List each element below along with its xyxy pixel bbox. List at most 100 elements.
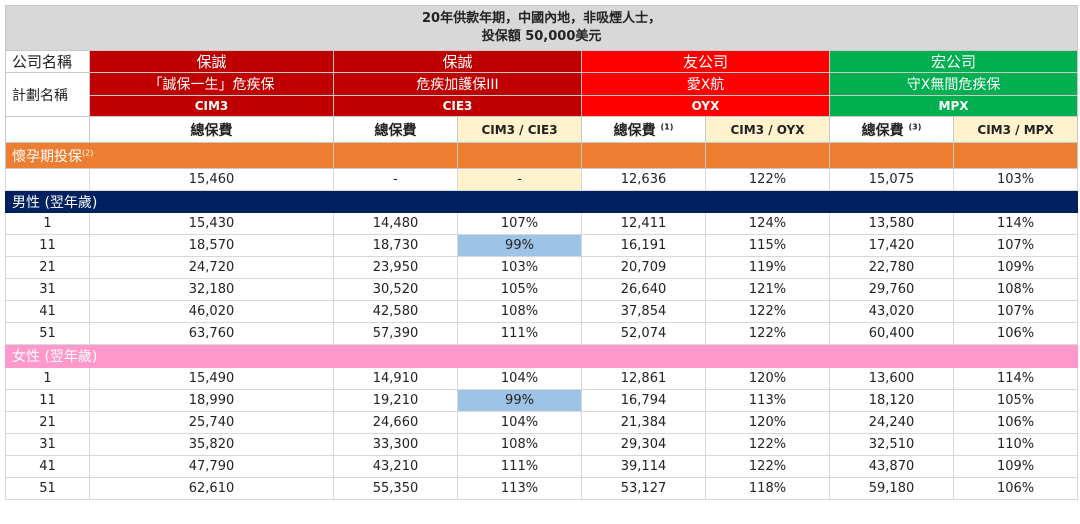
section-female-label: 女性 (翌年歲) xyxy=(4,344,1079,368)
table-row: 21 24,720 23,950 103% 20,709 119% 22,780 109% xyxy=(5,256,1079,279)
cell-premium-cie3: 43,210 xyxy=(333,455,458,478)
cell-premium-mpx: 29,760 xyxy=(829,278,954,301)
cell-ratio-oyx: 119% xyxy=(705,256,830,279)
cell-age: 51 xyxy=(5,322,90,345)
cell-premium-mpx: 59,180 xyxy=(829,477,954,500)
plan-code-oyx: OYX xyxy=(581,95,830,117)
table-row: 31 35,820 33,300 108% 29,304 122% 32,510 110% xyxy=(5,433,1079,456)
cell-premium-oyx: 12,861 xyxy=(581,367,706,390)
cell-premium-cim3: 18,990 xyxy=(89,389,334,412)
cell-ratio-mpx: 106% xyxy=(952,411,1079,434)
cell-premium-cim3: 62,610 xyxy=(89,477,334,500)
premium-comparison-table: 20年供款年期，中國內地，非吸煙人士， 投保額 50,000美元 公司名稱 保誠… xyxy=(4,5,1079,500)
column-header-row: 總保費 總保費 CIM3 / CIE3 總保費 (1) CIM3 / OYX 總… xyxy=(5,116,1079,143)
plan-name-oyx: 愛X航 xyxy=(581,72,830,96)
plan-code-cie3: CIE3 xyxy=(333,95,582,117)
table-row: 1 15,490 14,910 104% 12,861 120% 13,600 114% xyxy=(5,367,1079,390)
title-row: 20年供款年期，中國內地，非吸煙人士， 投保額 50,000美元 xyxy=(4,5,1079,51)
table-row: 41 47,790 43,210 111% 39,114 122% 43,870 109% xyxy=(5,455,1079,478)
cell-premium-mpx: 24,240 xyxy=(829,411,954,434)
section-pregnancy: 懷孕期投保(2) xyxy=(5,142,1079,169)
cell-premium-cie3: 14,910 xyxy=(333,367,458,390)
table-row: 41 46,020 42,580 108% 37,854 122% 43,020 107% xyxy=(5,300,1079,323)
cell-premium-mpx: 15,075 xyxy=(829,168,954,191)
cell-premium-oyx: 12,636 xyxy=(581,168,706,191)
cell-premium-oyx: 16,191 xyxy=(581,234,706,257)
company-name-oyx: 友公司 xyxy=(581,50,830,73)
cell-ratio-mpx: 107% xyxy=(952,234,1079,257)
cell-age xyxy=(5,168,90,191)
cell-ratio-cie3: 104% xyxy=(457,367,582,390)
table-row: 1 15,430 14,480 107% 12,411 124% 13,580 114% xyxy=(5,212,1079,235)
cell-age: 31 xyxy=(5,278,90,301)
cell-ratio-oyx: 121% xyxy=(705,278,830,301)
cell-premium-oyx: 12,411 xyxy=(581,212,706,235)
cell-ratio-cie3: 111% xyxy=(457,455,582,478)
cell-premium-cim3: 47,790 xyxy=(89,455,334,478)
cell-ratio-cie3: 108% xyxy=(457,300,582,323)
cell-premium-cim3: 15,430 xyxy=(89,212,334,235)
cell-ratio-cie3: 99% xyxy=(457,234,582,257)
table-row: 11 18,990 19,210 99% 16,794 113% 18,120 105% xyxy=(5,389,1079,412)
cell-premium-oyx: 21,384 xyxy=(581,411,706,434)
cell-age: 51 xyxy=(5,477,90,500)
plan-code-row: CIM3 CIE3 OYX MPX xyxy=(6,95,1079,117)
plan-name-cim3: 「誠保一生」危疾保 xyxy=(89,72,334,96)
cell-ratio-mpx: 105% xyxy=(952,389,1079,412)
cell-premium-mpx: 18,120 xyxy=(829,389,954,412)
cell-premium-cim3: 15,460 xyxy=(89,168,334,191)
section-male: 男性 (翌年歲) xyxy=(4,190,1079,213)
cell-premium-cie3: 23,950 xyxy=(333,256,458,279)
section-female: 女性 (翌年歲) xyxy=(4,344,1079,368)
cell-ratio-oyx: 113% xyxy=(705,389,830,412)
cell-ratio-oyx: 120% xyxy=(705,411,830,434)
cell-ratio-oyx: 122% xyxy=(705,322,830,345)
cell-ratio-mpx: 109% xyxy=(952,455,1079,478)
company-label: 公司名稱 xyxy=(5,50,90,73)
cell-premium-cie3: 33,300 xyxy=(333,433,458,456)
cell-premium-cim3: 25,740 xyxy=(89,411,334,434)
header-premium-mpx: 總保費 (3) xyxy=(829,116,954,143)
table-row: 51 62,610 55,350 113% 53,127 118% 59,180 106% xyxy=(5,477,1079,500)
cell-premium-cim3: 15,490 xyxy=(89,367,334,390)
cell-age: 41 xyxy=(5,455,90,478)
cell-premium-mpx: 60,400 xyxy=(829,322,954,345)
cell-ratio-oyx: 122% xyxy=(705,433,830,456)
table-row: 21 25,740 24,660 104% 21,384 120% 24,240 106% xyxy=(5,411,1079,434)
title-line-1: 20年供款年期，中國內地，非吸煙人士， xyxy=(422,11,662,26)
premium-comparison-table-container: 20年供款年期，中國內地，非吸煙人士， 投保額 50,000美元 公司名稱 保誠… xyxy=(4,5,1079,500)
header-premium-label: 總保費 xyxy=(190,122,233,139)
company-name-mpx: 宏公司 xyxy=(828,50,1079,73)
company-name-cim3: 保誠 xyxy=(89,50,334,73)
cell-premium-cie3: 55,350 xyxy=(333,477,458,500)
plan-name-mpx: 守X無間危疾保 xyxy=(828,72,1079,96)
footnote-3: (3) xyxy=(908,121,922,131)
cell-premium-cie3: 24,660 xyxy=(333,411,458,434)
header-premium-label: 總保費 xyxy=(374,122,417,139)
cell-age: 11 xyxy=(5,234,90,257)
table-row-pregnancy: 15,460 - - 12,636 122% 15,075 103% xyxy=(5,168,1079,191)
plan-code-mpx: MPX xyxy=(828,95,1079,117)
cell-ratio-oyx: 122% xyxy=(705,455,830,478)
cell-ratio-mpx: 103% xyxy=(952,168,1079,191)
section-pregnancy-label: 懷孕期投保(2) xyxy=(5,142,334,169)
cell-premium-mpx: 43,870 xyxy=(829,455,954,478)
table-title: 20年供款年期，中國內地，非吸煙人士， 投保額 50,000美元 xyxy=(4,5,1079,51)
cell-ratio-oyx: 120% xyxy=(705,367,830,390)
cell-ratio-cie3: 105% xyxy=(457,278,582,301)
title-line-2: 投保額 50,000美元 xyxy=(481,29,602,44)
cell-premium-cim3: 18,570 xyxy=(89,234,334,257)
cell-ratio-cie3: 103% xyxy=(457,256,582,279)
cell-ratio-oyx: 118% xyxy=(705,477,830,500)
table-row: 11 18,570 18,730 99% 16,191 115% 17,420 107% xyxy=(5,234,1079,257)
cell-ratio-cie3: 113% xyxy=(457,477,582,500)
cell-age: 41 xyxy=(5,300,90,323)
cell-age: 11 xyxy=(5,389,90,412)
footnote-1: (1) xyxy=(660,121,674,131)
cell-premium-cim3: 32,180 xyxy=(89,278,334,301)
header-ratio-mpx: CIM3 / MPX xyxy=(952,116,1079,143)
company-name-cie3: 保誠 xyxy=(333,50,582,73)
cell-ratio-mpx: 114% xyxy=(952,212,1079,235)
male-rows: 1 15,430 14,480 107% 12,411 124% 13,580 114% 11 1… xyxy=(5,212,1079,345)
plan-name-cie3: 危疾加護保III xyxy=(333,72,582,96)
